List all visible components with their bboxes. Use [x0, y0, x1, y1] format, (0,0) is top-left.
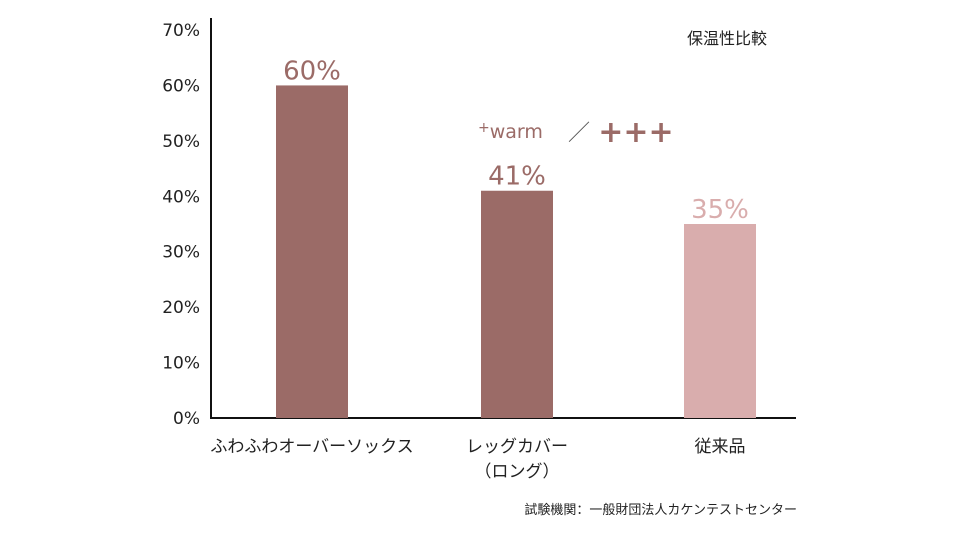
brand-annotation: +warm ／ +++: [478, 115, 674, 150]
bars-group: [276, 85, 756, 418]
bar: [481, 190, 553, 418]
chart-title: 保温性比較: [687, 29, 767, 48]
category-label: （ロング）: [475, 462, 560, 482]
brand-prefix: +: [478, 120, 490, 136]
y-tick-label: 60%: [162, 76, 200, 96]
y-tick-label: 20%: [162, 298, 200, 318]
brand-separator: ／: [568, 121, 590, 146]
brand-text: warm: [490, 121, 543, 143]
y-tick-label: 40%: [162, 187, 200, 207]
y-tick-label: 10%: [162, 354, 200, 374]
bar: [276, 85, 348, 418]
y-axis-ticks: 0% 10% 20% 30% 40% 50% 60% 70%: [162, 21, 200, 429]
category-labels-group: ふわふわオーバーソックス レッグカバー （ロング） 従来品: [210, 437, 745, 482]
brand-logo: +warm: [478, 120, 543, 143]
data-label: 60%: [283, 56, 341, 86]
category-label: レッグカバー: [466, 437, 568, 457]
y-tick-label: 0%: [173, 409, 200, 429]
data-labels-group: 60% 41% 35%: [283, 56, 749, 225]
bar: [684, 224, 756, 418]
data-label: 41%: [488, 162, 546, 192]
y-tick-label: 70%: [162, 21, 200, 41]
category-label: ふわふわオーバーソックス: [210, 437, 413, 457]
data-label: 35%: [691, 195, 749, 225]
category-label: 従来品: [695, 437, 746, 457]
y-tick-label: 30%: [162, 243, 200, 263]
y-tick-label: 50%: [162, 132, 200, 152]
source-note: 試験機関：一般財団法人カケンテストセンター: [524, 502, 797, 518]
plus-marks: +++: [598, 115, 673, 150]
